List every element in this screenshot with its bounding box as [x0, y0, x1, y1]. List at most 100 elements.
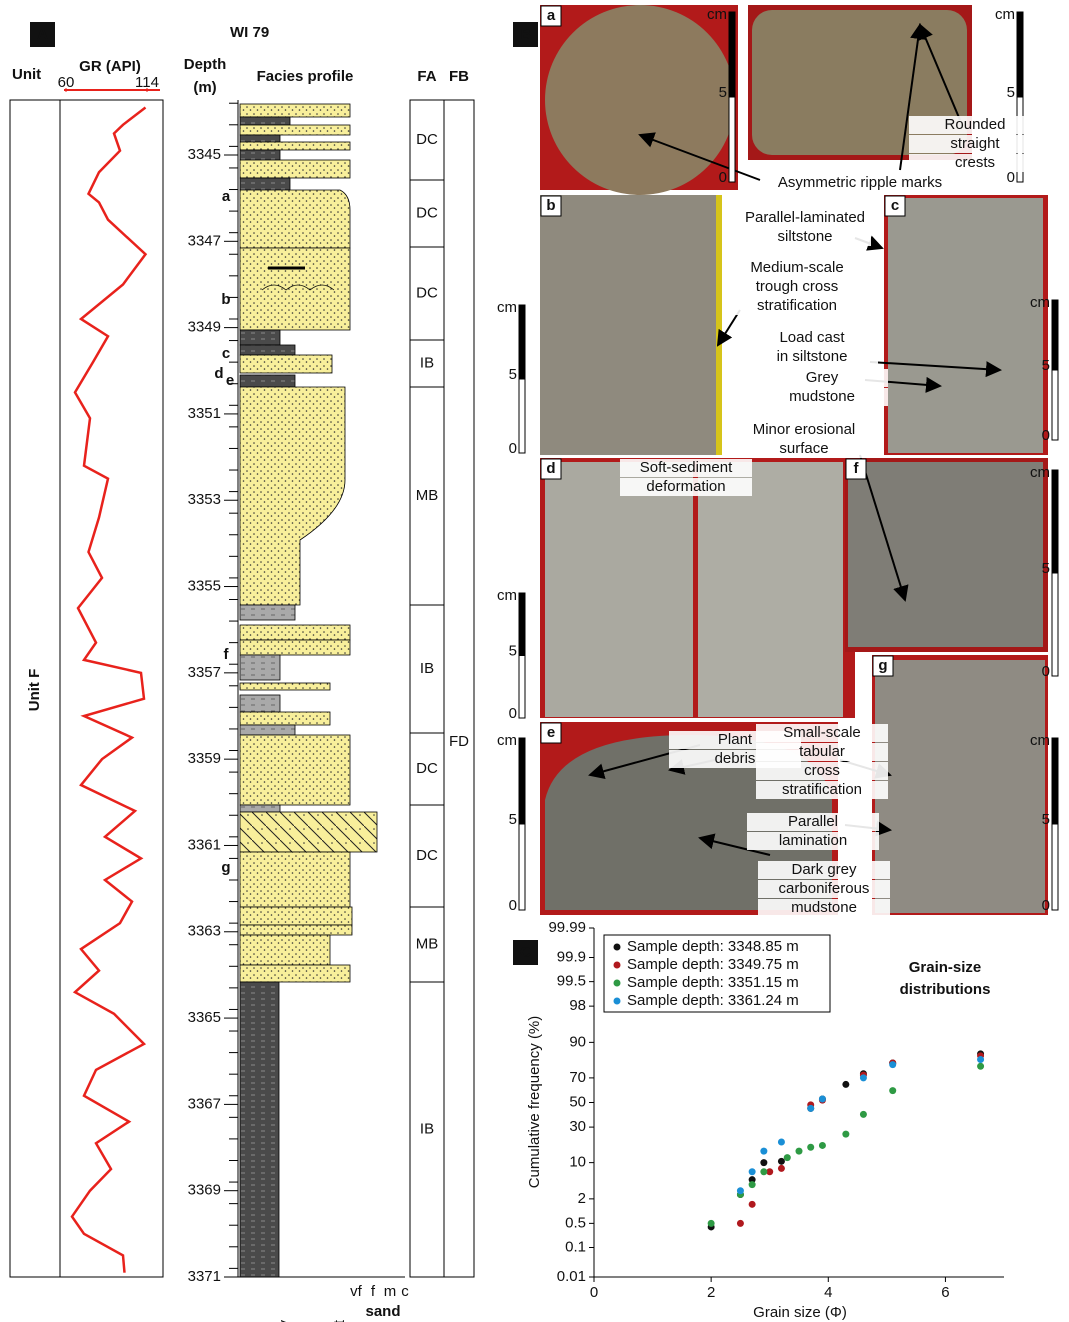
data-point: [777, 1138, 785, 1146]
fa-label: IB: [420, 660, 434, 677]
fa-label: DC: [416, 284, 438, 301]
photo-letter-box: [872, 655, 894, 677]
scale-unit: cm: [497, 732, 517, 749]
panel-c-frame: [513, 928, 1004, 1278]
annotation: tabular: [799, 743, 845, 760]
y-tick-label: 0.5: [565, 1214, 586, 1231]
annotation-bg: [794, 174, 926, 192]
gr-curve: [70, 106, 148, 1273]
legend-label: Sample depth: 3351.15 m: [627, 974, 799, 991]
sample-letter: g: [221, 859, 230, 876]
data-point: [766, 1168, 774, 1176]
sample-letter: e: [226, 372, 234, 389]
annotation: Plant: [718, 731, 753, 748]
annotation-bg: [738, 440, 870, 458]
data-point: [777, 1164, 785, 1172]
annotation-bg: [909, 116, 1041, 134]
scale-tick-label: 0: [1042, 663, 1050, 680]
sample-letter: f: [224, 646, 230, 663]
legend-label: Sample depth: 3349.75 m: [627, 956, 799, 973]
sample-letter: a: [222, 188, 231, 205]
photo-letter: d: [546, 460, 555, 477]
grain-size-label: f: [371, 1283, 376, 1300]
data-point: [736, 1219, 744, 1227]
annotation-bg: [747, 813, 879, 831]
scale-bar-black: [518, 737, 526, 825]
scale-tick-label: 0: [509, 440, 517, 457]
sample-letter: c: [222, 345, 230, 362]
annotation: mudstone: [791, 899, 857, 916]
y-tick-label: 0.01: [557, 1268, 586, 1285]
annotation: Medium-scale: [750, 259, 843, 276]
annotation-bg: [747, 832, 879, 850]
photo-letter-box: [884, 195, 906, 217]
fb-label: FD: [449, 733, 469, 750]
data-point: [818, 1095, 826, 1103]
scale-bar-white: [728, 96, 736, 183]
photo-letter-box: [540, 5, 562, 27]
annotation: cross: [804, 762, 840, 779]
annotation-bg: [758, 880, 890, 898]
scale-tick-label: 5: [1007, 84, 1015, 101]
scale-tick-label: 5: [1042, 560, 1050, 577]
annotation: stratification: [782, 781, 862, 798]
y-tick-label: 50: [569, 1093, 586, 1110]
scale-bar-black: [518, 592, 526, 656]
data-point: [977, 1056, 985, 1064]
photo-letter-box: [540, 458, 562, 480]
annotation-bg: [756, 369, 888, 387]
data-point: [748, 1176, 756, 1184]
y-tick-label: 30: [569, 1118, 586, 1135]
fa-header: FA: [417, 68, 436, 85]
annotation-bg: [758, 899, 890, 917]
depth-title: Depth: [184, 56, 227, 73]
y-tick-label: 99.99: [548, 919, 586, 936]
scale-bar-black: [1051, 737, 1059, 825]
fa-label: MB: [416, 487, 439, 504]
photo-letter-box: [845, 458, 867, 480]
scale-tick-label: 5: [1042, 357, 1050, 374]
y-tick-label: 0.1: [565, 1238, 586, 1255]
annotation: siltstone: [777, 228, 832, 245]
y-tick-label: 99.5: [557, 973, 586, 990]
annotation-bg: [756, 724, 888, 742]
sample-letter: d: [214, 365, 223, 382]
photo-letter: b: [546, 197, 555, 214]
depth-tick-label: 3347: [188, 232, 221, 249]
scale-tick-label: 0: [509, 705, 517, 722]
data-point: [889, 1087, 897, 1095]
data-point: [783, 1154, 791, 1162]
annotation: straight: [950, 135, 1000, 152]
scale-unit: cm: [707, 6, 727, 23]
scale-bar-white: [1051, 572, 1059, 677]
scale-tick-label: 0: [1042, 897, 1050, 914]
depth-tick-label: 3357: [188, 664, 221, 681]
fa-label: DC: [416, 760, 438, 777]
scale-unit: cm: [1030, 294, 1050, 311]
depth-tick-label: 3365: [188, 1009, 221, 1026]
depth-title: (m): [193, 79, 216, 96]
scale-bar-white: [518, 378, 526, 454]
annotation-bg: [756, 762, 888, 780]
data-point: [748, 1168, 756, 1176]
data-point: [977, 1062, 985, 1070]
data-point: [859, 1110, 867, 1118]
scale-bar-black: [518, 304, 526, 380]
depth-tick-label: 3359: [188, 750, 221, 767]
legend-label: Sample depth: 3361.24 m: [627, 992, 799, 1009]
legend-marker: [613, 979, 621, 987]
well-title: WI 79: [230, 24, 269, 41]
legend-marker: [613, 943, 621, 951]
grain-size-label: vf: [350, 1283, 363, 1300]
scale-tick-label: 5: [509, 366, 517, 383]
annotation: Minor erosional: [753, 421, 856, 438]
scale-tick-label: 5: [509, 811, 517, 828]
data-point: [807, 1143, 815, 1151]
photo-letter: f: [854, 460, 860, 477]
scale-unit: cm: [995, 6, 1015, 23]
grain-size-label: c: [401, 1283, 409, 1300]
chart-title: Grain-size: [909, 959, 982, 976]
scale-bar-white: [1051, 369, 1059, 441]
annotation-bg: [731, 278, 863, 296]
scale-tick-label: 0: [719, 169, 727, 186]
